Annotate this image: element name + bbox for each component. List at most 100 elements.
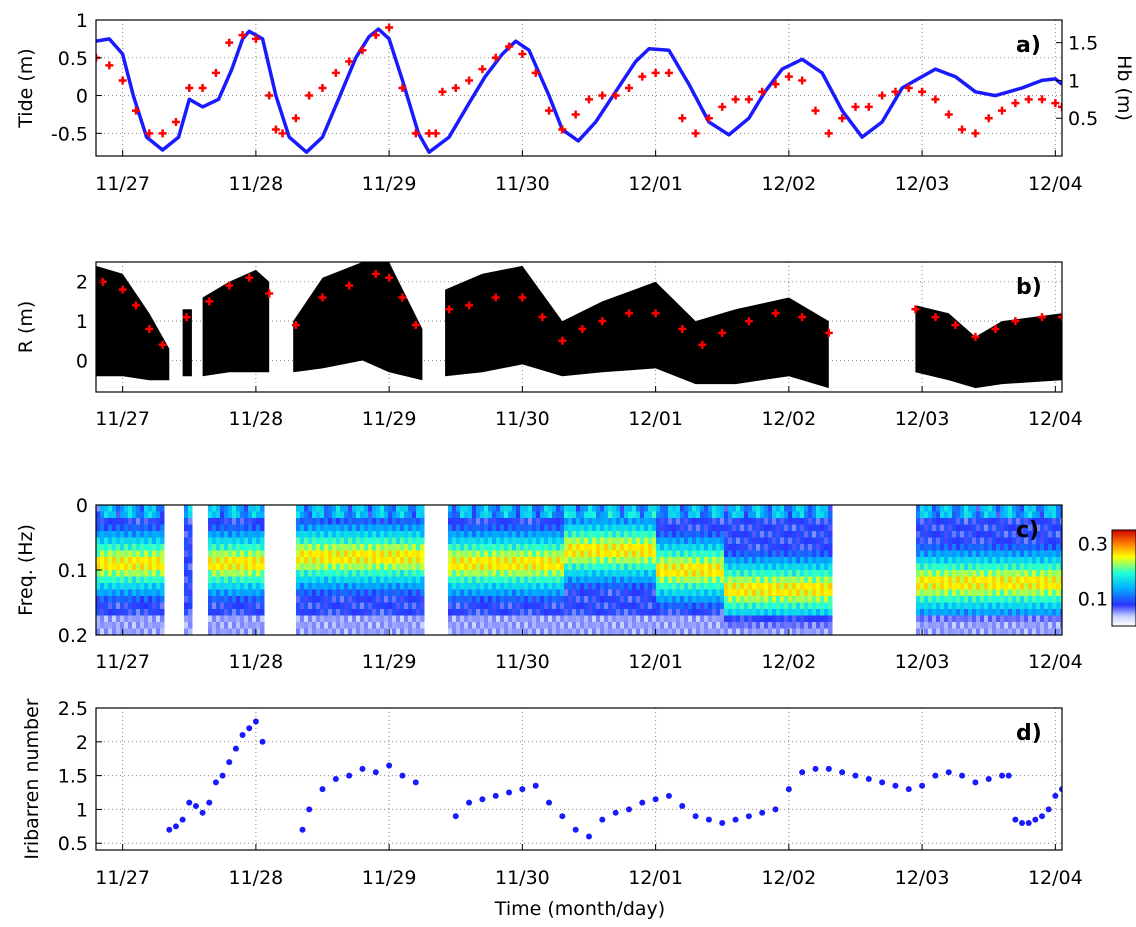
heatmap-cell xyxy=(132,537,137,545)
heatmap-cell xyxy=(1052,570,1057,577)
data-point xyxy=(466,799,473,806)
heatmap-cell xyxy=(132,550,137,558)
y-tick-label: 1 xyxy=(76,311,88,333)
heatmap-cell xyxy=(944,570,949,577)
heatmap-cell xyxy=(328,563,333,571)
heatmap-cell xyxy=(756,609,761,616)
heatmap-cell xyxy=(456,511,461,519)
heatmap-cell xyxy=(648,576,653,584)
heatmap-cell xyxy=(664,583,669,590)
data-marker xyxy=(538,313,547,322)
heatmap-cell xyxy=(480,544,485,551)
heatmap-cell xyxy=(740,537,745,545)
heatmap-cell xyxy=(520,570,525,577)
heatmap-cell xyxy=(112,550,117,558)
axes-box xyxy=(95,19,1063,157)
heatmap-cell xyxy=(988,576,993,584)
heatmap-cell xyxy=(776,544,781,551)
heatmap-cell xyxy=(120,602,125,610)
heatmap-cell xyxy=(604,622,609,629)
heatmap-cell xyxy=(992,596,997,603)
heatmap-cell xyxy=(736,583,741,590)
heatmap-cell xyxy=(676,589,681,597)
heatmap-cell xyxy=(372,524,377,532)
heatmap-cell xyxy=(516,511,521,519)
heatmap-cell xyxy=(540,557,545,564)
heatmap-cell xyxy=(472,550,477,558)
heatmap-cell xyxy=(588,518,593,525)
heatmap-cell xyxy=(684,570,689,577)
x-tick-label: 11/28 xyxy=(229,408,284,430)
plot-area xyxy=(96,505,1062,635)
heatmap-cell xyxy=(460,596,465,603)
heatmap-cell xyxy=(1008,524,1013,532)
heatmap-cell xyxy=(380,544,385,551)
heatmap-cell xyxy=(828,596,833,603)
heatmap-cell xyxy=(620,544,625,551)
heatmap-cell xyxy=(704,524,709,532)
heatmap-cell xyxy=(584,537,589,545)
heatmap-cell xyxy=(932,602,937,610)
heatmap-cell xyxy=(924,628,929,635)
heatmap-cell xyxy=(520,511,525,519)
heatmap-cell xyxy=(1004,563,1009,571)
heatmap-cell xyxy=(448,531,453,538)
heatmap-cell xyxy=(724,609,729,616)
heatmap-cell xyxy=(932,622,937,629)
heatmap-cell xyxy=(484,531,489,538)
heatmap-cell xyxy=(560,524,565,532)
heatmap-cell xyxy=(696,544,701,551)
heatmap-cell xyxy=(784,596,789,603)
data-marker xyxy=(198,84,207,92)
heatmap-cell xyxy=(344,583,349,590)
heatmap-cell xyxy=(356,622,361,629)
heatmap-cell xyxy=(484,563,489,571)
heatmap-cell xyxy=(720,524,725,532)
heatmap-cell xyxy=(244,550,249,558)
heatmap-cell xyxy=(296,537,301,545)
heatmap-cell xyxy=(544,576,549,584)
heatmap-cell xyxy=(704,531,709,538)
heatmap-cell xyxy=(716,537,721,545)
heatmap-cell xyxy=(388,609,393,616)
heatmap-cell xyxy=(124,518,129,525)
heatmap-cell xyxy=(744,537,749,545)
heatmap-cell xyxy=(316,524,321,532)
heatmap-cell xyxy=(812,505,817,512)
heatmap-cell xyxy=(540,596,545,603)
heatmap-cell xyxy=(484,583,489,590)
heatmap-cell xyxy=(1032,524,1037,532)
heatmap-cell xyxy=(108,550,113,558)
heatmap-cell xyxy=(744,576,749,584)
heatmap-cell xyxy=(648,589,653,597)
heatmap-cell xyxy=(452,531,457,538)
heatmap-cell xyxy=(228,570,233,577)
heatmap-cell xyxy=(412,511,417,519)
heatmap-cell xyxy=(972,596,977,603)
heatmap-cell xyxy=(668,524,673,532)
data-marker xyxy=(265,289,274,298)
heatmap-cell xyxy=(360,589,365,597)
heatmap-cell xyxy=(156,511,161,519)
heatmap-cell xyxy=(964,563,969,571)
heatmap-cell xyxy=(956,609,961,616)
heatmap-cell xyxy=(188,628,193,635)
heatmap-cell xyxy=(480,576,485,584)
panel-label: d) xyxy=(1016,721,1042,746)
heatmap-cell xyxy=(1040,524,1045,532)
heatmap-cell xyxy=(632,576,637,584)
heatmap-cell xyxy=(628,576,633,584)
heatmap-cell xyxy=(960,531,965,538)
heatmap-cell xyxy=(448,615,453,623)
heatmap-cell xyxy=(140,615,145,623)
heatmap-cell xyxy=(680,544,685,551)
heatmap-cell xyxy=(188,537,193,545)
heatmap-cell xyxy=(572,615,577,623)
heatmap-cell xyxy=(336,511,341,519)
heatmap-cell xyxy=(364,609,369,616)
heatmap-cell xyxy=(1040,550,1045,558)
heatmap-cell xyxy=(1052,583,1057,590)
heatmap-cell xyxy=(516,563,521,571)
heatmap-cell xyxy=(692,557,697,564)
heatmap-cell xyxy=(308,563,313,571)
